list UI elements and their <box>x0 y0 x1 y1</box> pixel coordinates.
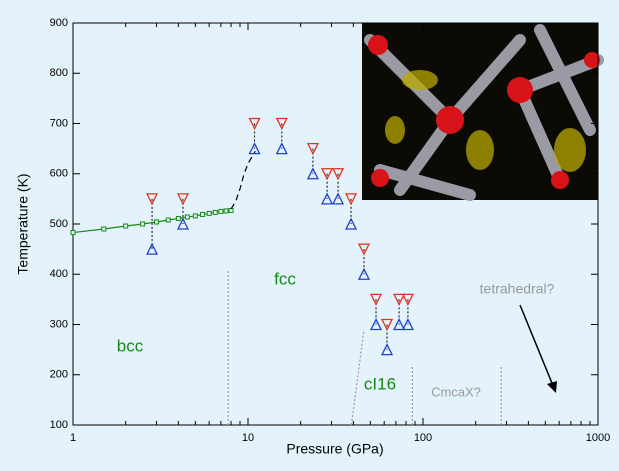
lower-bound-marker <box>393 318 406 331</box>
square-marker <box>192 213 198 219</box>
lower-bound-marker <box>357 267 371 280</box>
y-tick-label: 500 <box>50 218 68 230</box>
upper-bound-marker <box>393 293 406 306</box>
inset-image <box>362 23 604 201</box>
lower-bound-marker <box>369 318 383 331</box>
square-marker <box>101 226 107 232</box>
phase-boundary <box>350 329 365 426</box>
upper-bound-marker <box>344 193 358 206</box>
square-marker <box>70 230 76 236</box>
arrow-head <box>547 381 557 393</box>
y-tick-label: 600 <box>50 168 68 180</box>
square-marker <box>206 210 212 216</box>
upper-bound-marker <box>357 243 371 256</box>
lower-bound-marker <box>176 217 190 230</box>
lower-bound-marker <box>380 343 394 356</box>
annotation: fcc <box>274 269 296 288</box>
lower-bound-marker <box>146 242 159 255</box>
upper-bound-marker <box>331 168 345 181</box>
lower-bound-marker <box>331 192 345 205</box>
y-tick-label: 300 <box>50 318 68 330</box>
y-tick-label: 400 <box>50 268 68 280</box>
y-tick-label: 200 <box>50 369 68 381</box>
upper-bound-marker <box>401 293 414 306</box>
square-marker <box>223 208 229 214</box>
upper-bound-marker <box>306 142 319 156</box>
square-marker <box>123 223 129 229</box>
lower-bound-marker <box>275 142 288 155</box>
lower-bound-marker <box>321 192 334 205</box>
upper-bound-marker <box>248 117 261 130</box>
x-tick-label: 1 <box>70 432 76 444</box>
x-tick-label: 100 <box>414 432 432 444</box>
upper-bound-marker <box>146 193 159 206</box>
y-tick-label: 100 <box>50 419 68 431</box>
square-marker <box>228 207 234 213</box>
square-marker <box>165 217 171 223</box>
x-tick-label: 1000 <box>586 432 610 444</box>
upper-bound-marker <box>369 293 383 306</box>
lower-bound-marker <box>248 142 261 155</box>
y-tick-label: 800 <box>50 67 68 79</box>
square-marker <box>218 208 224 214</box>
square-marker <box>140 221 146 227</box>
annotation: cI16 <box>364 374 396 393</box>
y-axis-title: Temperature (K) <box>15 173 31 274</box>
y-tick-label: 700 <box>50 117 68 129</box>
square-marker <box>212 209 218 215</box>
dashed-line <box>230 150 256 210</box>
upper-bound-marker <box>321 168 334 181</box>
annotation-arrow <box>519 304 555 389</box>
y-tick-label: 900 <box>50 17 68 29</box>
lower-bound-marker <box>344 217 358 230</box>
x-axis-title: Pressure (GPa) <box>286 441 383 457</box>
square-marker <box>200 211 206 217</box>
upper-bound-marker <box>176 193 190 206</box>
annotation: bcc <box>117 336 144 355</box>
upper-bound-marker <box>380 318 394 331</box>
square-marker <box>175 215 181 221</box>
x-tick-label: 10 <box>242 432 254 444</box>
lower-bound-marker <box>401 318 414 331</box>
lower-bound-marker <box>306 167 319 180</box>
square-marker <box>153 219 159 225</box>
annotation: tetrahedral? <box>480 281 555 297</box>
upper-bound-marker <box>275 117 288 130</box>
annotation: CmcaX? <box>431 384 481 399</box>
square-marker <box>184 214 190 220</box>
